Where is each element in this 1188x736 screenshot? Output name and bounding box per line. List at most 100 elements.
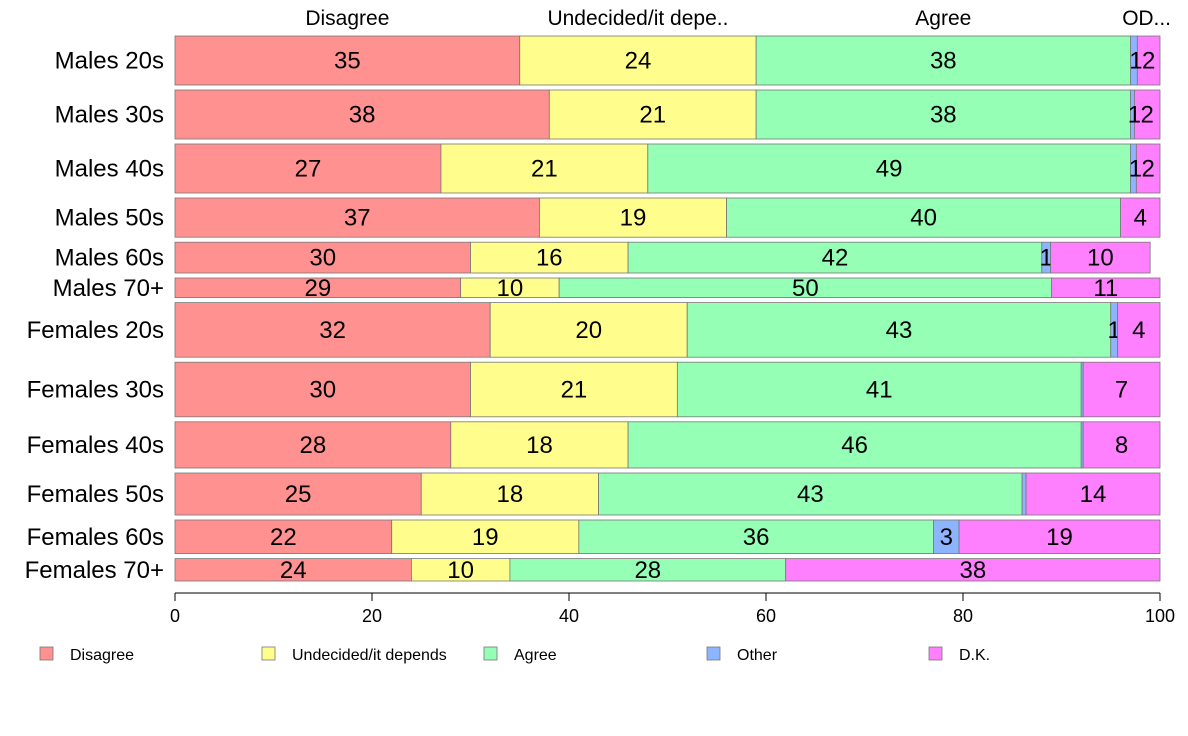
data-label-females-70-undecided-it-depends: 10 [447, 557, 474, 584]
data-label-females-50s-agree: 43 [797, 481, 824, 508]
bar-segment-females-50s-other [1021, 472, 1027, 516]
legend-label-d-k: D.K. [959, 647, 990, 664]
legend-label-agree: Agree [514, 647, 557, 664]
data-label-females-20s-undecided-it-depends: 20 [575, 317, 602, 344]
bar-segment-females-60s-disagree [174, 519, 393, 554]
column-header-d-k: D... [1138, 7, 1171, 30]
data-label-females-30s-d-k: 7 [1115, 377, 1128, 404]
data-label-males-60s-d-k: 10 [1087, 245, 1114, 272]
data-label-males-40s-other: 1 [1129, 156, 1142, 183]
data-label-males-60s-undecided-it-depends: 16 [536, 245, 563, 272]
bar-segment-females-30s-undecided-it-depends [470, 361, 678, 418]
column-header-other: O [1122, 7, 1138, 30]
bar-segment-females-60s-undecided-it-depends [391, 519, 580, 554]
x-tick-label-40: 40 [559, 606, 579, 626]
legend-swatch-other [706, 646, 721, 661]
data-label-females-40s-d-k: 8 [1115, 432, 1128, 459]
data-label-females-40s-disagree: 28 [300, 432, 327, 459]
data-label-males-40s-undecided-it-depends: 21 [531, 156, 558, 183]
data-label-males-20s-other: 1 [1129, 48, 1142, 75]
bar-segment-males-30s-agree [755, 89, 1131, 140]
data-label-males-50s-undecided-it-depends: 19 [620, 205, 647, 232]
x-tick-label-60: 60 [756, 606, 776, 626]
data-label-females-30s-undecided-it-depends: 21 [561, 377, 588, 404]
row-label-males-40s: Males 40s [55, 156, 164, 183]
bar-segment-males-50s-d-k [1120, 197, 1161, 238]
data-label-males-30s-other: 1 [1128, 102, 1141, 129]
data-label-males-70-undecided-it-depends: 10 [497, 275, 524, 302]
data-label-males-70-disagree: 29 [304, 275, 331, 302]
bar-segment-females-70-d-k [785, 558, 1161, 582]
data-label-males-30s-undecided-it-depends: 21 [639, 102, 666, 129]
data-label-males-20s-disagree: 35 [334, 48, 361, 75]
bar-segment-females-50s-disagree [174, 472, 422, 516]
bar-segment-males-60s-d-k [1050, 241, 1151, 274]
legend-swatch-undecided-it-depends [261, 646, 276, 661]
row-label-females-40s: Females 40s [27, 432, 164, 459]
bar-segment-males-30s-disagree [174, 89, 550, 140]
bar-segment-females-40s-disagree [174, 421, 452, 469]
bar-segment-females-40s-d-k [1082, 421, 1161, 469]
bar-segment-males-60s-disagree [174, 241, 471, 274]
data-label-males-30s-agree: 38 [930, 102, 957, 129]
data-label-females-50s-undecided-it-depends: 18 [497, 481, 524, 508]
bar-segment-males-50s-agree [726, 197, 1121, 238]
bar-segment-males-40s-d-k [1135, 143, 1161, 194]
data-label-males-20s-d-k: 2 [1142, 48, 1155, 75]
row-label-males-20s: Males 20s [55, 48, 164, 75]
bar-segment-males-20s-disagree [174, 35, 521, 86]
bar-segment-males-40s-undecided-it-depends [440, 143, 649, 194]
data-label-females-70-disagree: 24 [280, 557, 307, 584]
data-label-females-20s-d-k: 4 [1132, 317, 1145, 344]
column-header-disagree: Disagree [305, 7, 389, 30]
legend-label-disagree: Disagree [70, 647, 134, 664]
bar-segment-females-20s-disagree [174, 302, 491, 358]
bar-segment-males-20s-agree [755, 35, 1131, 86]
legend-swatch-disagree [39, 646, 54, 661]
bar-segment-males-40s-disagree [174, 143, 442, 194]
data-label-females-40s-agree: 46 [841, 432, 868, 459]
data-label-females-50s-d-k: 14 [1080, 481, 1107, 508]
data-label-males-20s-undecided-it-depends: 24 [625, 48, 652, 75]
data-label-females-60s-undecided-it-depends: 19 [472, 524, 499, 551]
data-label-males-20s-agree: 38 [930, 48, 957, 75]
bar-segment-females-40s-agree [627, 421, 1082, 469]
bar-segment-males-30s-d-k [1133, 89, 1161, 140]
column-header-agree: Agree [915, 7, 971, 30]
row-label-females-70: Females 70+ [25, 557, 164, 584]
row-label-females-20s: Females 20s [27, 317, 164, 344]
data-label-females-60s-disagree: 22 [270, 524, 297, 551]
row-label-males-30s: Males 30s [55, 102, 164, 129]
x-tick-label-0: 0 [170, 606, 180, 626]
data-label-females-30s-disagree: 30 [309, 377, 336, 404]
data-label-females-60s-d-k: 19 [1046, 524, 1073, 551]
data-label-males-60s-other: 1 [1040, 245, 1053, 272]
x-tick-label-80: 80 [953, 606, 973, 626]
legend-label-other: Other [737, 647, 778, 664]
data-label-males-60s-disagree: 30 [309, 245, 336, 272]
bar-segment-females-20s-agree [686, 302, 1112, 358]
bar-segment-males-60s-agree [627, 241, 1043, 274]
bar-segment-males-50s-disagree [174, 197, 540, 238]
row-label-females-60s: Females 60s [27, 524, 164, 551]
bar-segment-females-50s-d-k [1025, 472, 1161, 516]
x-tick-label-100: 100 [1145, 606, 1175, 626]
data-label-males-70-d-k: 11 [1093, 275, 1118, 302]
bar-segment-females-60s-d-k [958, 519, 1161, 554]
data-label-females-60s-other: 3 [940, 524, 953, 551]
data-label-females-70-d-k: 38 [959, 557, 986, 584]
bar-segment-females-50s-agree [598, 472, 1023, 516]
bar-segment-females-30s-agree [676, 361, 1082, 418]
bar-segment-females-60s-agree [578, 519, 934, 554]
row-label-females-50s: Females 50s [27, 481, 164, 508]
bar-segment-males-50s-undecided-it-depends [539, 197, 728, 238]
data-label-females-60s-agree: 36 [743, 524, 770, 551]
row-label-males-60s: Males 60s [55, 245, 164, 272]
data-label-males-50s-agree: 40 [910, 205, 937, 232]
data-label-females-20s-disagree: 32 [319, 317, 346, 344]
bar-segment-males-20s-undecided-it-depends [519, 35, 757, 86]
data-label-males-60s-agree: 42 [822, 245, 849, 272]
column-header-undecided-it-depends: Undecided/it depe.. [547, 7, 728, 30]
legend-label-undecided-it-depends: Undecided/it depends [292, 647, 447, 664]
